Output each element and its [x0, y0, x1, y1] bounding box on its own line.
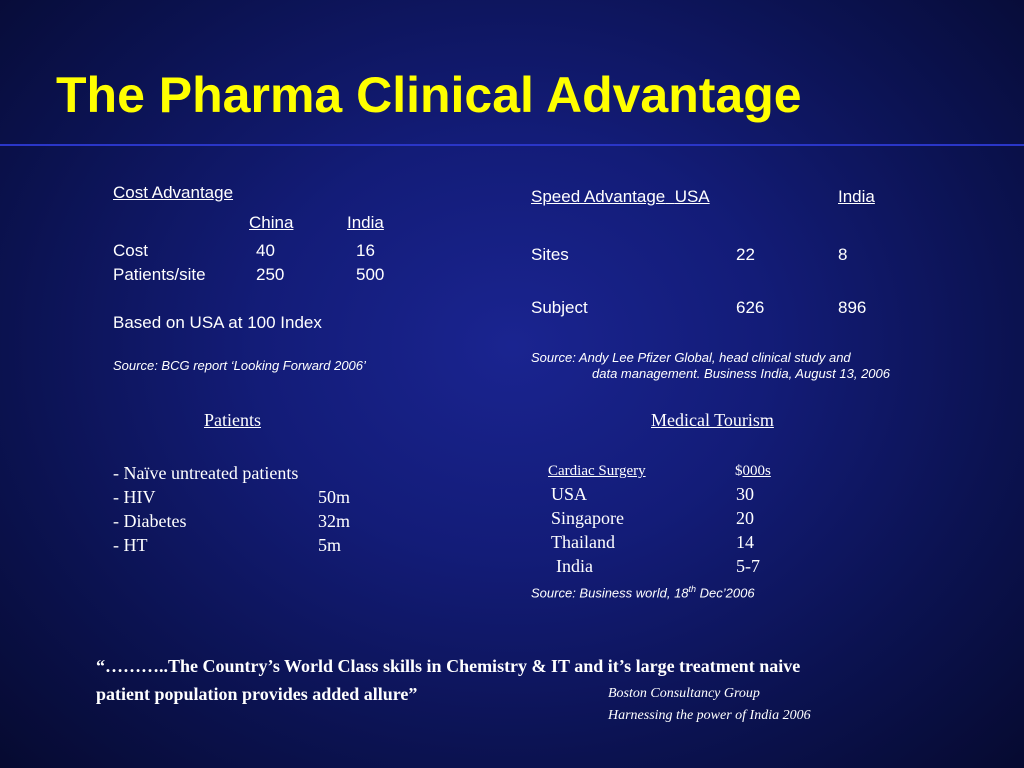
cost-source: Source: BCG report ‘Looking Forward 2006…	[113, 358, 366, 373]
tourism-source-suffix: Dec’2006	[696, 585, 755, 601]
tourism-col-cost-unit: 000s	[742, 463, 771, 479]
cost-row-label: Patients/site	[113, 265, 206, 284]
tourism-row-value: 30	[736, 484, 754, 504]
tourism-col-cost: $000s	[735, 463, 771, 480]
title-divider	[0, 144, 1024, 146]
tourism-source-sup: th	[688, 584, 697, 594]
speed-row-usa: 22	[736, 245, 755, 264]
patients-item-label: - Diabetes	[113, 511, 187, 531]
speed-source-line2: data management. Business India, August …	[592, 366, 890, 381]
cost-row-india: 500	[356, 265, 385, 284]
cost-row-label: Cost	[113, 241, 148, 260]
quote-line2: patient population provides added allure…	[96, 684, 418, 704]
patients-item-label: - Naïve untreated patients	[113, 463, 299, 483]
tourism-row-label: USA	[551, 484, 588, 504]
cost-note: Based on USA at 100 Index	[113, 313, 322, 332]
tourism-heading: Medical Tourism	[651, 410, 774, 430]
tourism-row-value: 20	[736, 508, 754, 528]
tourism-row-label: Thailand	[551, 532, 615, 552]
tourism-col-procedure: Cardiac Surgery	[548, 463, 646, 479]
slide-title: The Pharma Clinical Advantage	[56, 67, 802, 123]
tourism-row-value: 5-7	[736, 556, 760, 576]
tourism-row-label: India	[556, 556, 593, 576]
speed-source-line1: Source: Andy Lee Pfizer Global, head cli…	[531, 350, 851, 365]
patients-heading: Patients	[204, 410, 261, 430]
cost-col-india: India	[347, 213, 384, 232]
patients-item-label: - HT	[113, 535, 148, 555]
tourism-col-cost-prefix: $	[735, 463, 743, 479]
cost-row-india: 16	[356, 241, 375, 260]
cost-heading: Cost Advantage	[113, 183, 234, 202]
quote-attribution-report: Harnessing the power of India 2006	[608, 708, 811, 723]
tourism-source: Source: Business world, 18th Dec’2006	[531, 584, 755, 600]
patients-item-value: 5m	[318, 535, 342, 555]
speed-col-usa: USA	[674, 187, 710, 206]
speed-row-usa: 626	[736, 298, 765, 317]
speed-heading-label: Speed Advantage	[531, 187, 666, 206]
speed-row-india: 896	[838, 298, 867, 317]
speed-heading: Speed Advantage USA	[531, 187, 710, 207]
tourism-row-value: 14	[736, 532, 754, 552]
quote-line1: “………..The Country’s World Class skills i…	[96, 656, 801, 676]
quote-attribution-org: Boston Consultancy Group	[608, 686, 760, 701]
speed-row-label: Subject	[531, 298, 588, 317]
patients-item-label: - HIV	[113, 487, 156, 507]
cost-col-china: China	[249, 213, 294, 232]
speed-row-label: Sites	[531, 245, 569, 264]
speed-col-india: India	[838, 187, 875, 206]
speed-row-india: 8	[838, 245, 848, 264]
tourism-source-prefix: Source: Business world, 18	[531, 585, 689, 601]
patients-item-value: 32m	[318, 511, 351, 531]
cost-row-china: 40	[256, 241, 275, 260]
tourism-row-label: Singapore	[551, 508, 624, 528]
cost-row-china: 250	[256, 265, 285, 284]
patients-item-value: 50m	[318, 487, 351, 507]
